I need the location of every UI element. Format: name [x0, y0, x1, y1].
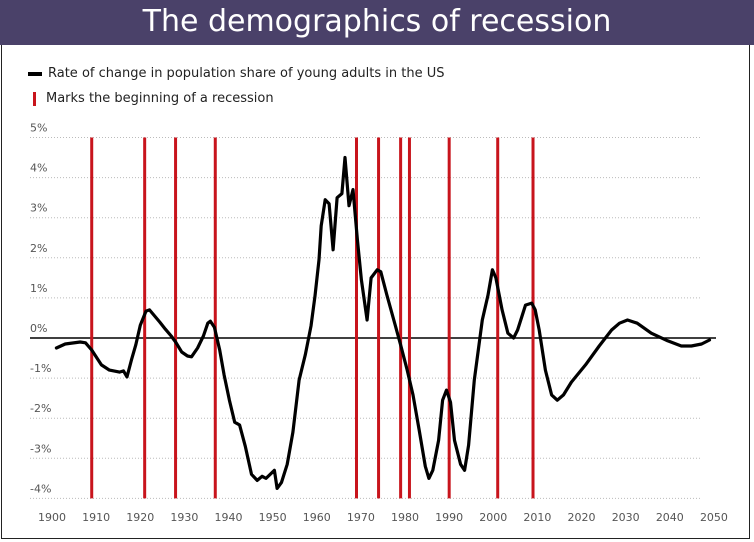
x-tick-label: 2020	[568, 511, 596, 524]
y-tick-label: -2%	[30, 402, 51, 415]
series-line	[54, 155, 712, 490]
chart-frame	[1, 45, 750, 539]
x-tick-label: 1980	[391, 511, 419, 524]
legend-item-series: Rate of change in population share of yo…	[28, 66, 445, 81]
chart-title: The demographics of recession	[0, 0, 754, 45]
y-tick-label: 5%	[30, 122, 47, 135]
y-tick-label: -3%	[30, 442, 51, 455]
y-tick-label: 4%	[30, 162, 47, 175]
y-tick-label: -4%	[30, 482, 51, 495]
x-tick-label: 1920	[126, 511, 154, 524]
legend-recession-swatch	[33, 91, 36, 106]
y-tick-label: 1%	[30, 282, 47, 295]
y-tick-label: -1%	[30, 362, 51, 375]
x-tick-label: 2040	[656, 511, 684, 524]
legend-recession-label: Marks the beginning of a recession	[46, 91, 274, 106]
legend-line-swatch	[28, 71, 42, 76]
x-tick-label: 1910	[82, 511, 110, 524]
x-tick-label: 2050	[700, 511, 728, 524]
x-tick-label: 2030	[612, 511, 640, 524]
x-tick-label: 1990	[435, 511, 463, 524]
x-tick-label: 1950	[259, 511, 287, 524]
x-tick-label: 1940	[215, 511, 243, 524]
x-tick-label: 2000	[479, 511, 507, 524]
y-tick-label: 2%	[30, 242, 47, 255]
y-tick-label: 3%	[30, 202, 47, 215]
x-tick-label: 1960	[303, 511, 331, 524]
x-tick-label: 2010	[523, 511, 551, 524]
x-tick-label: 1970	[347, 511, 375, 524]
y-tick-label: 0%	[30, 322, 47, 335]
x-tick-label: 1930	[170, 511, 198, 524]
x-tick-label: 1900	[38, 511, 66, 524]
legend-item-recession: Marks the beginning of a recession	[28, 91, 274, 106]
legend-series-label: Rate of change in population share of yo…	[48, 66, 445, 81]
